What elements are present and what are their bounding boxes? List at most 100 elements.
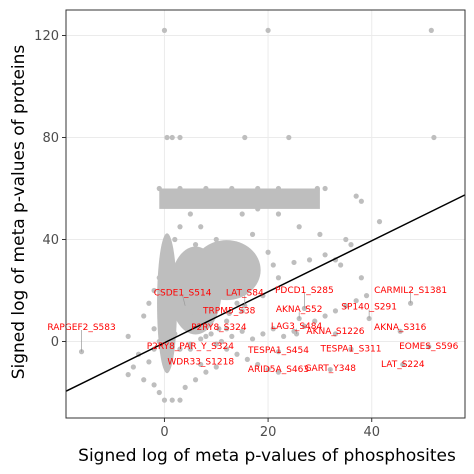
data-point [255, 185, 261, 192]
data-point [141, 377, 147, 383]
data-point [224, 326, 230, 332]
data-point [167, 287, 173, 294]
data-point [208, 249, 214, 255]
data-point [234, 282, 240, 288]
data-point [332, 308, 339, 314]
point-label: ARID5A_S463 [248, 365, 309, 375]
data-point [428, 27, 434, 33]
point-label: EOMES_S596 [399, 342, 459, 352]
y-tick-label: 0 [51, 335, 59, 350]
data-point [156, 338, 162, 345]
point-label: TESPA1_S454 [247, 346, 309, 356]
data-point [169, 134, 175, 141]
data-point [203, 333, 209, 339]
data-point [286, 134, 292, 141]
data-point [177, 134, 183, 141]
data-point [151, 326, 157, 332]
panel-border [65, 9, 466, 419]
data-point [187, 254, 193, 260]
data-point [255, 270, 261, 276]
data-point [203, 262, 209, 268]
data-point [249, 231, 256, 237]
data-point [177, 185, 183, 192]
data-point [213, 364, 219, 370]
data-point [187, 313, 193, 319]
data-point [169, 397, 175, 403]
data-point [239, 211, 245, 217]
data-point [218, 338, 225, 345]
label-leader [182, 295, 186, 306]
data-point [296, 224, 302, 230]
data-point [229, 262, 235, 268]
labeled-point [198, 361, 204, 368]
data-point [306, 257, 313, 263]
data-point [343, 303, 349, 309]
data-point [270, 262, 276, 268]
data-point [322, 313, 328, 319]
y-tick-label: 120 [34, 29, 59, 44]
point-label: P2RY8_S324 [191, 323, 247, 333]
data-point [203, 369, 209, 375]
data-point [161, 262, 168, 268]
labeled-point [275, 369, 282, 375]
data-point [198, 275, 204, 281]
regression-line [65, 194, 466, 392]
data-point [192, 242, 199, 248]
data-point [177, 346, 183, 352]
x-tick-label: 40 [363, 425, 380, 440]
data-point [198, 224, 204, 230]
data-point [125, 372, 131, 378]
data-point [239, 328, 245, 334]
point-label: AKNA_S1226 [306, 327, 364, 337]
data-point [229, 333, 235, 339]
data-point [265, 249, 271, 255]
data-point [156, 185, 162, 192]
data-point [213, 236, 219, 243]
data-point [239, 308, 245, 314]
point-label: SP140_S291 [341, 303, 397, 313]
y-axis-ticks: 0 40 80 120 [34, 29, 66, 350]
data-point [218, 293, 225, 299]
point-label: P2RY8_PAR_Y_S324 [147, 342, 234, 352]
data-point [275, 275, 282, 281]
x-axis-title: Signed log of meta p-values of phosphosi… [78, 446, 456, 466]
data-point [244, 356, 250, 362]
data-point [301, 323, 307, 329]
point-label: TESPA1_S311 [319, 345, 381, 355]
point-label: LAT_S224 [381, 360, 425, 370]
data-point [358, 198, 364, 204]
data-point [177, 318, 183, 324]
data-point [275, 185, 282, 192]
point-label: TRPM5_S38 [202, 306, 256, 316]
data-point [249, 336, 256, 342]
data-point [234, 300, 240, 306]
data-point [182, 267, 188, 273]
data-point [260, 331, 266, 337]
point-label: AKNA_S52 [276, 305, 323, 315]
data-point [242, 134, 248, 141]
data-point [208, 331, 214, 337]
data-point [192, 328, 199, 334]
data-point [224, 346, 230, 352]
data-point [338, 262, 344, 268]
y-tick-label: 80 [42, 131, 59, 146]
data-point [322, 185, 328, 192]
data-point [177, 397, 183, 403]
data-point [182, 384, 188, 390]
data-point [317, 231, 323, 237]
data-point [172, 198, 178, 204]
data-point [213, 341, 219, 347]
data-point [353, 298, 359, 304]
data-point [255, 206, 261, 212]
data-point [229, 185, 235, 192]
data-point [234, 351, 240, 357]
data-point [161, 397, 168, 403]
point-band [159, 188, 320, 209]
data-point [281, 333, 287, 339]
data-point [146, 359, 152, 365]
data-point [358, 275, 364, 281]
x-axis-ticks: 0 20 40 [160, 418, 380, 440]
data-point [244, 287, 250, 294]
data-point [156, 275, 162, 281]
